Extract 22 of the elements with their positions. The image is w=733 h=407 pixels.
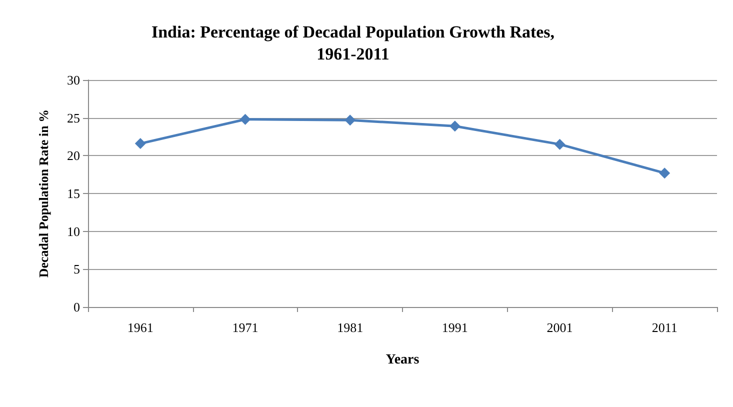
y-tick-label: 0: [74, 300, 80, 314]
point: [659, 168, 670, 179]
y-tick-label: 5: [74, 262, 80, 277]
point: [240, 114, 251, 125]
x-tick-label: 1961: [127, 320, 154, 335]
y-tick-label: 15: [67, 186, 80, 201]
y-tick-label: 30: [67, 72, 80, 88]
x-tick-label: 1991: [442, 320, 468, 335]
x-tick-label: 1981: [337, 320, 364, 335]
point: [554, 138, 566, 150]
y-axis-title: Decadal Population Rate in %: [36, 109, 51, 278]
point: [449, 120, 460, 132]
y-tick-label: 10: [67, 224, 80, 239]
x-tick-label: 2011: [652, 320, 678, 335]
x-tick-label: 2001: [546, 320, 573, 335]
y-tick-label: 20: [67, 148, 80, 164]
point: [344, 114, 356, 126]
y-tick-label: 25: [67, 110, 80, 126]
chart-title: India: Percentage of Decadal Population Growth Rates, 1961-2011: [151, 22, 555, 64]
point: [134, 138, 146, 150]
x-tick-label: 1971: [232, 320, 258, 335]
x-axis-title: Years: [386, 352, 420, 368]
